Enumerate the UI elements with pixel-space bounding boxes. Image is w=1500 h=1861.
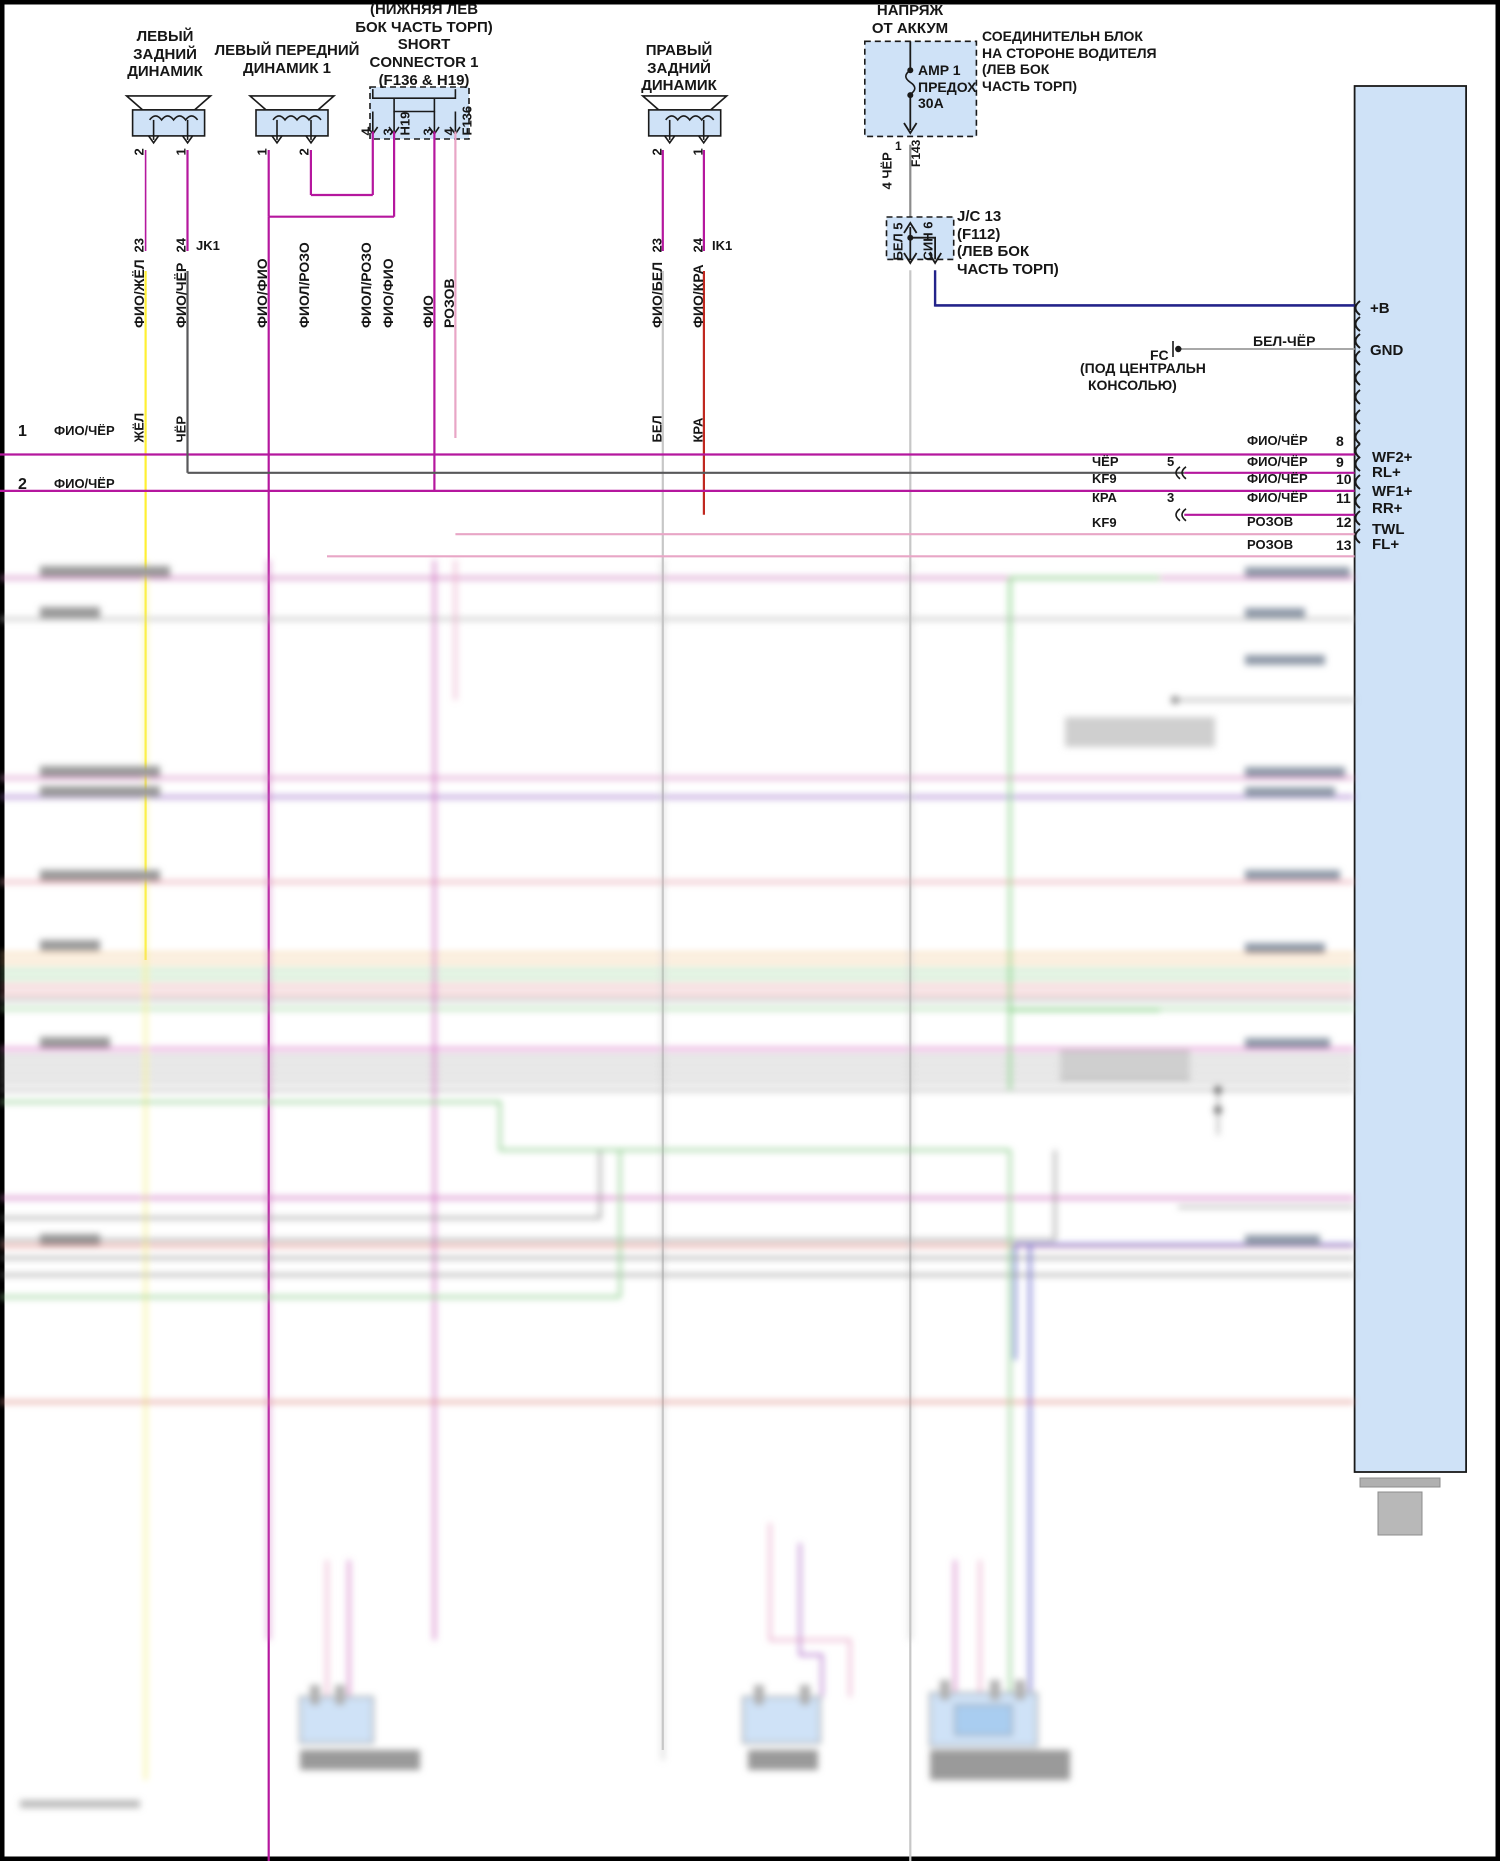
svg-text:GND: GND	[1370, 342, 1404, 359]
svg-text:+B: +B	[1370, 300, 1390, 317]
